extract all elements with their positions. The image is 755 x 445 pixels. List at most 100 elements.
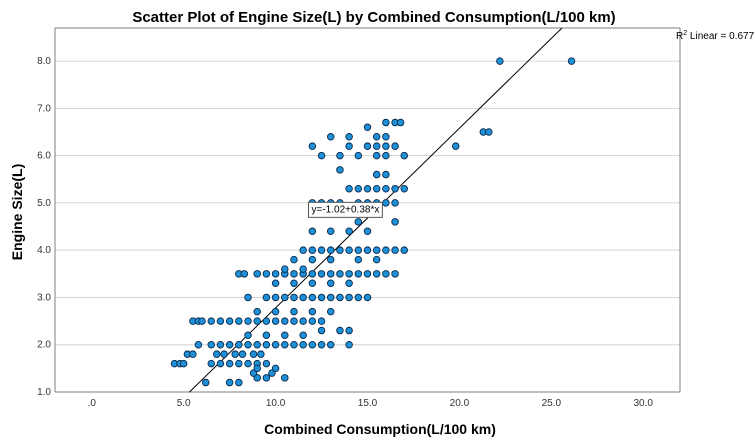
data-point <box>485 128 493 136</box>
data-point <box>290 293 298 302</box>
data-point <box>326 340 335 349</box>
data-point <box>281 293 289 302</box>
data-point <box>308 317 317 325</box>
data-point <box>382 246 390 254</box>
data-point <box>345 293 353 302</box>
data-point <box>382 151 390 160</box>
data-point <box>336 166 344 174</box>
data-point <box>308 293 317 302</box>
data-point <box>391 246 399 254</box>
data-point <box>235 378 243 387</box>
data-point <box>372 142 381 150</box>
data-point <box>207 359 215 368</box>
data-point <box>382 270 390 278</box>
y-tick-label: 7.0 <box>37 103 51 114</box>
data-point <box>391 142 399 150</box>
data-point <box>235 359 243 368</box>
data-point <box>253 317 261 325</box>
data-point <box>225 359 234 368</box>
data-point <box>290 317 298 325</box>
x-tick-label: 25.0 <box>542 398 562 409</box>
data-point <box>207 317 215 325</box>
data-point <box>189 350 197 358</box>
data-point <box>326 227 335 236</box>
data-point <box>213 350 221 358</box>
data-point <box>345 132 353 141</box>
x-tick-label: 10.0 <box>266 398 286 409</box>
data-point <box>354 255 363 264</box>
data-point <box>235 340 243 349</box>
data-point <box>326 279 335 288</box>
data-point <box>336 246 344 254</box>
data-point <box>372 246 381 254</box>
data-point <box>253 270 261 278</box>
y-tick-label: 6.0 <box>37 151 51 162</box>
data-point <box>299 293 307 302</box>
data-point <box>299 340 307 349</box>
data-point <box>290 270 298 278</box>
data-point <box>262 340 271 349</box>
data-point <box>271 317 280 325</box>
y-tick-labels: 1.0 2.0 3.0 4.0 5.0 6.0 7.0 8.0 <box>37 56 51 398</box>
data-point <box>451 142 460 150</box>
data-point <box>308 279 317 288</box>
data-point <box>198 317 206 325</box>
data-point <box>363 293 372 302</box>
data-point <box>391 184 399 193</box>
data-point <box>345 326 353 335</box>
data-point <box>345 142 353 150</box>
data-point <box>354 270 363 278</box>
data-point <box>372 170 381 179</box>
plot-frame <box>54 27 681 393</box>
data-point <box>372 270 381 278</box>
data-point <box>354 293 363 302</box>
data-point <box>262 317 271 325</box>
y-tick-label: 4.0 <box>37 245 51 256</box>
data-point <box>336 270 344 278</box>
data-point <box>326 255 335 264</box>
data-point <box>225 378 234 387</box>
data-point <box>271 307 280 316</box>
data-point <box>363 246 372 254</box>
data-point <box>372 151 381 160</box>
data-point <box>244 293 252 302</box>
data-point <box>262 359 271 368</box>
data-point <box>372 255 381 264</box>
data-point <box>216 340 225 349</box>
data-point <box>235 317 243 325</box>
data-point <box>290 307 298 316</box>
data-point <box>326 246 335 254</box>
data-point <box>216 317 225 325</box>
data-point <box>308 227 317 236</box>
chart-title: Scatter Plot of Engine Size(L) by Combin… <box>132 9 615 26</box>
data-point <box>244 359 252 368</box>
equation-box <box>308 201 383 218</box>
x-axis-label: Combined Consumption(L/100 km) <box>264 421 496 437</box>
data-point <box>354 246 363 254</box>
y-tick-label: 8.0 <box>37 56 51 67</box>
data-point <box>382 132 390 141</box>
data-point <box>308 270 317 278</box>
data-point <box>271 293 280 302</box>
data-point <box>382 184 390 193</box>
data-point <box>345 227 353 236</box>
equation-annotation: y=-1.02+0.38*x <box>308 201 383 218</box>
x-tick-label: 5.0 <box>177 398 191 409</box>
y-tick-label: 5.0 <box>37 198 51 209</box>
data-point <box>299 331 307 340</box>
data-point <box>345 270 353 278</box>
data-point <box>363 123 372 132</box>
data-point <box>281 374 289 382</box>
data-point <box>262 331 271 340</box>
data-point <box>354 151 363 160</box>
data-point <box>225 317 234 325</box>
data-point <box>281 340 289 349</box>
data-point <box>567 57 576 65</box>
data-point <box>345 340 353 349</box>
data-point <box>271 270 280 278</box>
data-point <box>363 142 372 150</box>
data-point <box>317 270 326 278</box>
data-point <box>216 359 225 368</box>
data-point <box>317 340 326 349</box>
